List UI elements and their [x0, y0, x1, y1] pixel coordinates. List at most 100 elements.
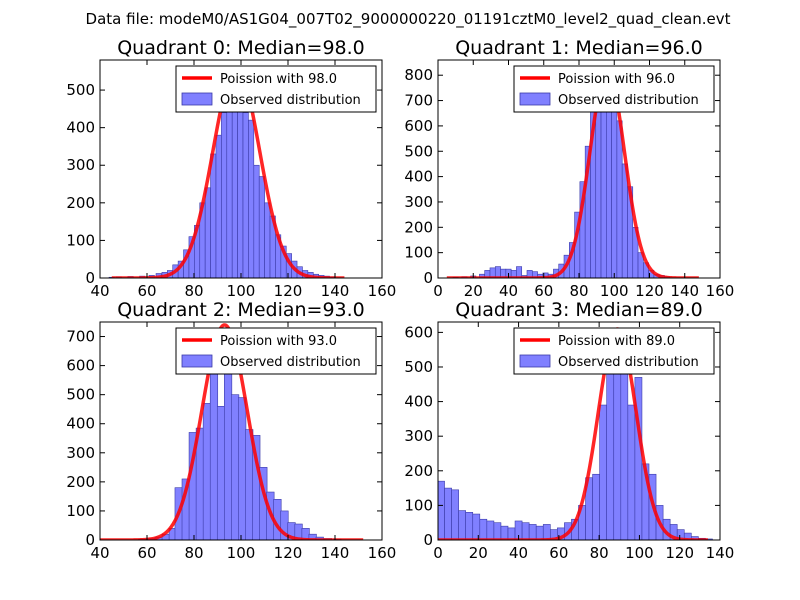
- histogram-bar: [231, 394, 240, 540]
- quadrant-0-title: Quadrant 0: Median=98.0: [117, 37, 365, 59]
- y-tick-label: 100: [404, 244, 433, 262]
- histogram-bar: [238, 397, 247, 540]
- quadrant-3-title: Quadrant 3: Median=89.0: [455, 299, 703, 321]
- x-tick-label: 0: [433, 544, 443, 562]
- y-tick-label: 500: [404, 142, 433, 160]
- x-tick-label: 80: [569, 282, 588, 300]
- y-tick-label: 300: [66, 444, 95, 462]
- histogram-bar: [451, 489, 459, 540]
- legend-bar-swatch: [519, 354, 551, 368]
- histogram-bar: [204, 187, 211, 278]
- y-tick-label: 0: [85, 531, 95, 549]
- y-tick-label: 0: [423, 531, 433, 549]
- y-tick-label: 300: [404, 427, 433, 445]
- x-tick-label: 80: [184, 544, 203, 562]
- x-tick-label: 60: [549, 544, 568, 562]
- x-tick-label: 120: [665, 544, 694, 562]
- histogram-bar: [465, 512, 474, 540]
- histogram-bar: [627, 404, 636, 540]
- y-tick-label: 200: [404, 218, 433, 236]
- histogram-bar: [215, 134, 222, 278]
- y-tick-label: 600: [404, 323, 433, 341]
- x-tick-label: 100: [227, 282, 256, 300]
- x-tick-label: 80: [184, 282, 203, 300]
- legend-line-label: Poission with 89.0: [558, 334, 675, 349]
- y-tick-label: 400: [404, 168, 433, 186]
- figure-suptitle: Data file: modeM0/AS1G04_007T02_90000002…: [86, 10, 731, 29]
- histogram-bar: [221, 112, 228, 278]
- histogram-bar: [216, 405, 226, 540]
- histogram-bar: [592, 473, 600, 540]
- histogram-bar: [613, 366, 622, 540]
- x-tick-label: 140: [670, 282, 699, 300]
- histogram-bar: [507, 527, 516, 540]
- y-tick-label: 0: [85, 269, 95, 287]
- y-tick-label: 500: [66, 386, 95, 404]
- quadrant-2-chart: 40 60 80 100 120 140 160 0 100 200 300 400 500 600 700…: [66, 299, 396, 562]
- y-tick-label: 0: [423, 269, 433, 287]
- x-tick-label: 160: [706, 282, 735, 300]
- legend-bar-swatch: [181, 354, 213, 368]
- histogram-bar: [438, 480, 445, 540]
- quadrant-0-chart: 40 60 80 100 120 140 160 0 100 200 300 400 500 Quadra…: [66, 37, 396, 300]
- legend-line-label: Poission with 98.0: [220, 72, 337, 87]
- x-tick-label: 120: [635, 282, 664, 300]
- y-tick-label: 800: [404, 66, 433, 84]
- quadrant-2-title: Quadrant 2: Median=93.0: [117, 299, 365, 321]
- y-tick-label: 700: [66, 328, 95, 346]
- histogram-bar: [620, 356, 629, 540]
- legend-line-label: Poission with 96.0: [558, 72, 675, 87]
- y-tick-label: 400: [66, 119, 95, 137]
- histogram-bar: [479, 518, 488, 540]
- axes-frame: [437, 321, 721, 541]
- x-tick-label: 0: [433, 282, 443, 300]
- legend-bar-label: Observed distribution: [558, 355, 699, 370]
- poisson-fit-line: [438, 327, 709, 540]
- x-tick-label: 100: [600, 282, 629, 300]
- x-tick-label: 100: [227, 544, 256, 562]
- legend-bar-label: Observed distribution: [558, 93, 699, 108]
- y-tick-label: 200: [404, 462, 433, 480]
- histogram-bar: [210, 153, 217, 278]
- legend-bar-label: Observed distribution: [220, 93, 361, 108]
- histogram-bar: [595, 97, 602, 278]
- histogram-bar: [535, 525, 544, 540]
- histogram-bar: [458, 510, 466, 540]
- histogram-bar: [253, 164, 260, 278]
- legend-line-label: Poission with 93.0: [220, 334, 337, 349]
- x-tick-label: 40: [499, 282, 518, 300]
- x-tick-label: 140: [706, 544, 735, 562]
- x-tick-label: 120: [274, 544, 303, 562]
- legend-bar-swatch: [181, 92, 213, 106]
- y-tick-label: 300: [404, 193, 433, 211]
- histogram-bar: [237, 89, 244, 278]
- poisson-fit-line: [446, 68, 700, 278]
- y-tick-label: 200: [66, 473, 95, 491]
- x-tick-label: 40: [509, 544, 528, 562]
- histogram-bar: [242, 112, 249, 278]
- y-tick-label: 500: [66, 81, 95, 99]
- x-tick-label: 160: [368, 282, 397, 300]
- histogram-bar: [224, 362, 233, 540]
- histogram-bar: [486, 520, 495, 540]
- y-tick-label: 100: [404, 496, 433, 514]
- histogram-bar: [444, 487, 452, 540]
- histogram-bar: [599, 404, 607, 540]
- x-tick-label: 160: [368, 544, 397, 562]
- histogram-bar: [542, 524, 551, 540]
- histogram-bar: [606, 349, 615, 540]
- y-tick-label: 600: [404, 117, 433, 135]
- histogram-bar: [258, 176, 265, 278]
- quadrant-1-title: Quadrant 1: Median=96.0: [455, 37, 703, 59]
- x-tick-label: 80: [590, 544, 609, 562]
- histogram-bar: [521, 522, 530, 540]
- histogram-bar: [264, 202, 271, 278]
- histogram-bar: [202, 403, 211, 540]
- x-tick-label: 20: [469, 544, 488, 562]
- legend-bar-swatch: [519, 92, 551, 106]
- x-tick-label: 60: [137, 282, 156, 300]
- quadrant-1-chart: 0 20 40 60 80 100 120 140 160 0 100 200 300 400 500 600…: [404, 37, 734, 300]
- x-tick-label: 120: [274, 282, 303, 300]
- y-tick-label: 200: [66, 194, 95, 212]
- y-tick-label: 700: [404, 92, 433, 110]
